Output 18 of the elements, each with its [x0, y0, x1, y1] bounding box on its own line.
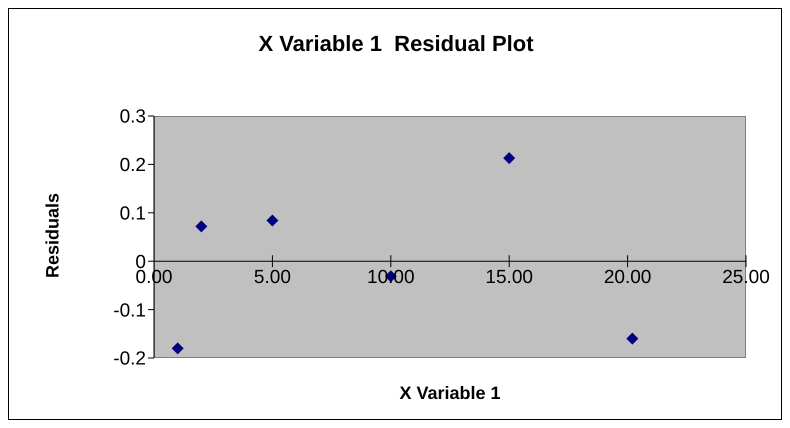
- x-tick-label: 10.00: [367, 267, 415, 288]
- x-tick-label: 5.00: [254, 267, 291, 288]
- x-tick-label: 20.00: [604, 267, 652, 288]
- x-axis-title: X Variable 1: [398, 383, 502, 404]
- point: [266, 214, 278, 227]
- point: [172, 342, 184, 354]
- point: [195, 220, 208, 232]
- y-tick-label: -0.1: [113, 300, 146, 322]
- x-tick-label: 15.00: [485, 267, 533, 288]
- y-tick-label: 0.2: [120, 155, 146, 176]
- y-tick-label: -0.2: [113, 348, 146, 370]
- y-axis-title: Residuals: [42, 192, 64, 280]
- point: [503, 152, 516, 164]
- point: [626, 332, 638, 345]
- y-tick-label: 0.1: [120, 204, 146, 225]
- y-tick-label: 0.3: [120, 106, 146, 128]
- chart-title: X Variable 1 Residual Plot: [257, 31, 535, 57]
- x-tick-label: 25.00: [722, 267, 770, 288]
